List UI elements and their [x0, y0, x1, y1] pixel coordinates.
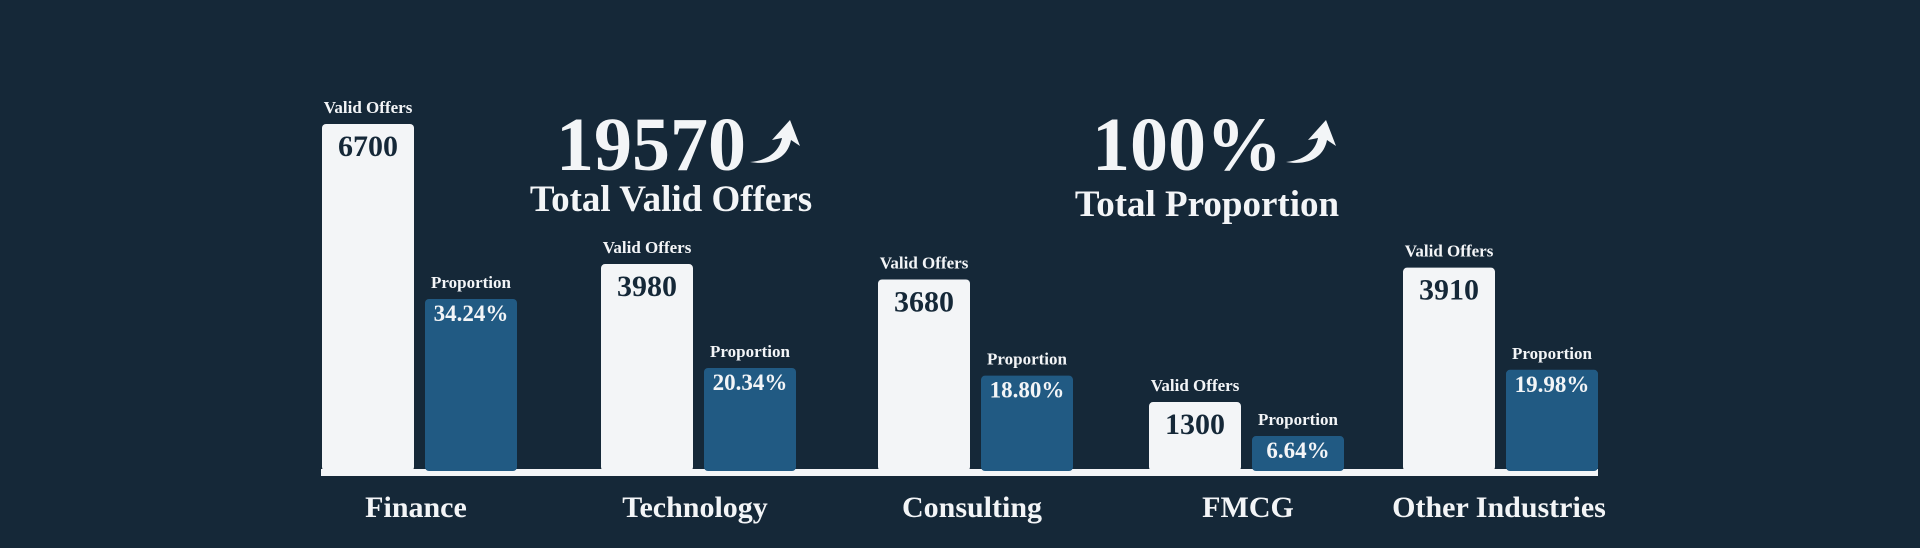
value-label: 6.64%	[1266, 438, 1329, 463]
kpi-value: 19570	[556, 103, 746, 187]
value-label: 3980	[617, 270, 677, 303]
bar	[1506, 369, 1598, 471]
series-label: Valid Offers	[324, 98, 413, 117]
value-label: 19.98%	[1515, 372, 1590, 397]
bar	[322, 124, 414, 471]
bar	[1252, 436, 1344, 471]
category-label: Finance	[365, 491, 467, 524]
series-label: Valid Offers	[603, 238, 692, 257]
baseline	[321, 469, 1598, 476]
bar	[981, 375, 1073, 471]
value-label: 3910	[1419, 274, 1479, 307]
bar	[1149, 402, 1241, 471]
trend-arrow	[1286, 120, 1336, 163]
bar	[425, 299, 517, 471]
bar	[704, 368, 796, 471]
series-label: Valid Offers	[880, 254, 969, 273]
category-label: Technology	[622, 491, 768, 524]
series-label: Proportion	[1512, 344, 1593, 363]
series-label: Valid Offers	[1405, 242, 1494, 261]
kpi-caption: Total Proportion	[1075, 184, 1340, 225]
series-label: Proportion	[710, 342, 791, 361]
trend-arrow	[750, 120, 800, 163]
value-label: 18.80%	[990, 378, 1065, 403]
bar	[1403, 267, 1495, 471]
kpi-caption: Total Valid Offers	[530, 179, 812, 220]
kpi-value: 100%	[1092, 103, 1282, 187]
value-label: 3680	[894, 286, 954, 319]
category-label: Other Industries	[1392, 491, 1606, 524]
series-label: Proportion	[1258, 410, 1339, 429]
category-label: FMCG	[1202, 491, 1294, 524]
bar	[601, 264, 693, 471]
series-label: Valid Offers	[1151, 376, 1240, 395]
series-label: Proportion	[987, 350, 1068, 369]
value-label: 34.24%	[434, 301, 509, 326]
series-label: Proportion	[431, 273, 512, 292]
value-label: 20.34%	[713, 370, 788, 395]
value-label: 6700	[338, 130, 398, 163]
category-label: Consulting	[902, 491, 1042, 524]
value-label: 1300	[1165, 408, 1225, 441]
bar	[878, 279, 970, 471]
